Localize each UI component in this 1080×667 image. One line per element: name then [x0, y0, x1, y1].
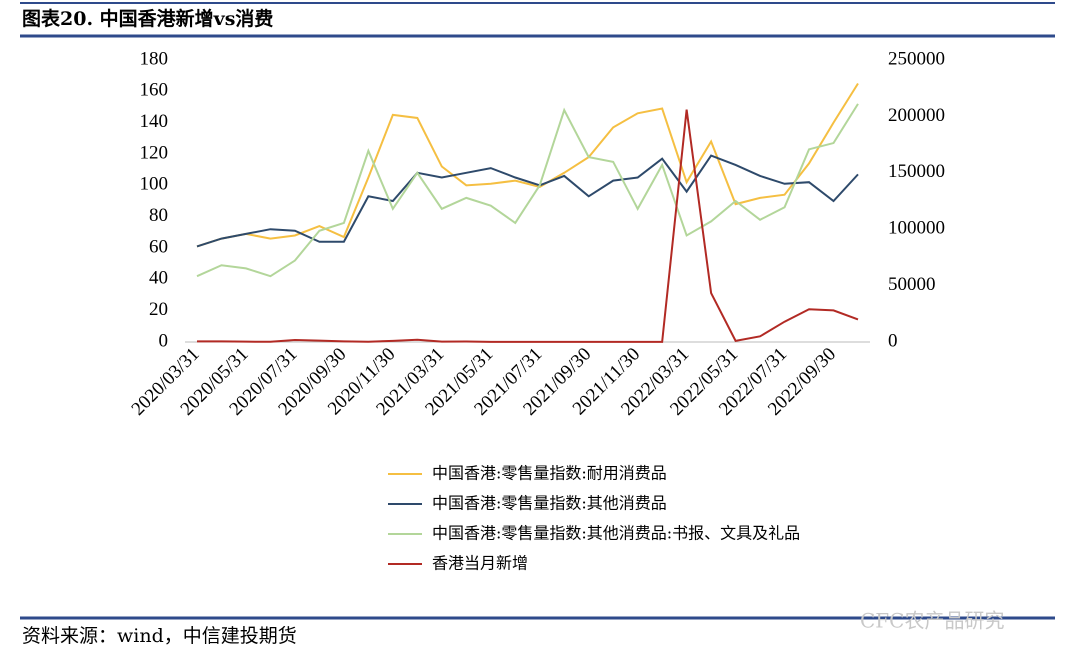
y2-tick-label: 0 [888, 330, 898, 351]
series-line [196, 154, 859, 248]
legend-label: 中国香港:零售量指数:耐用消费品 [432, 464, 667, 483]
source: 资料来源：wind，中信建投期货 [22, 625, 297, 647]
watermark: CFC农产品研究 [860, 609, 1004, 633]
y2-tick-label: 50000 [888, 274, 936, 295]
series-line [196, 82, 859, 248]
series-line [197, 109, 859, 343]
title: 图表20. 中国香港新增vs消费 [22, 7, 273, 30]
y-tick-label: 140 [140, 111, 169, 132]
y-tick-label: 40 [149, 268, 168, 289]
y-tick-label: 100 [140, 174, 169, 195]
legend-label: 香港当月新增 [432, 554, 528, 573]
legend-label: 中国香港:零售量指数:其他消费品 [432, 494, 667, 513]
y2-tick-label: 150000 [888, 161, 945, 182]
y-tick-label: 80 [149, 205, 168, 226]
legend-label: 中国香港:零售量指数:其他消费品:书报、文具及礼品 [432, 524, 800, 543]
series-line [196, 103, 859, 278]
y2-tick-label: 100000 [888, 218, 945, 239]
y-tick-label: 0 [159, 330, 169, 351]
y2-tick-label: 250000 [888, 48, 945, 69]
y-tick-label: 120 [140, 142, 169, 163]
y-tick-label: 20 [149, 299, 168, 320]
y-tick-label: 60 [149, 236, 168, 257]
y-tick-label: 160 [140, 80, 169, 101]
y2-tick-label: 200000 [888, 105, 945, 126]
y-tick-label: 180 [140, 48, 169, 69]
